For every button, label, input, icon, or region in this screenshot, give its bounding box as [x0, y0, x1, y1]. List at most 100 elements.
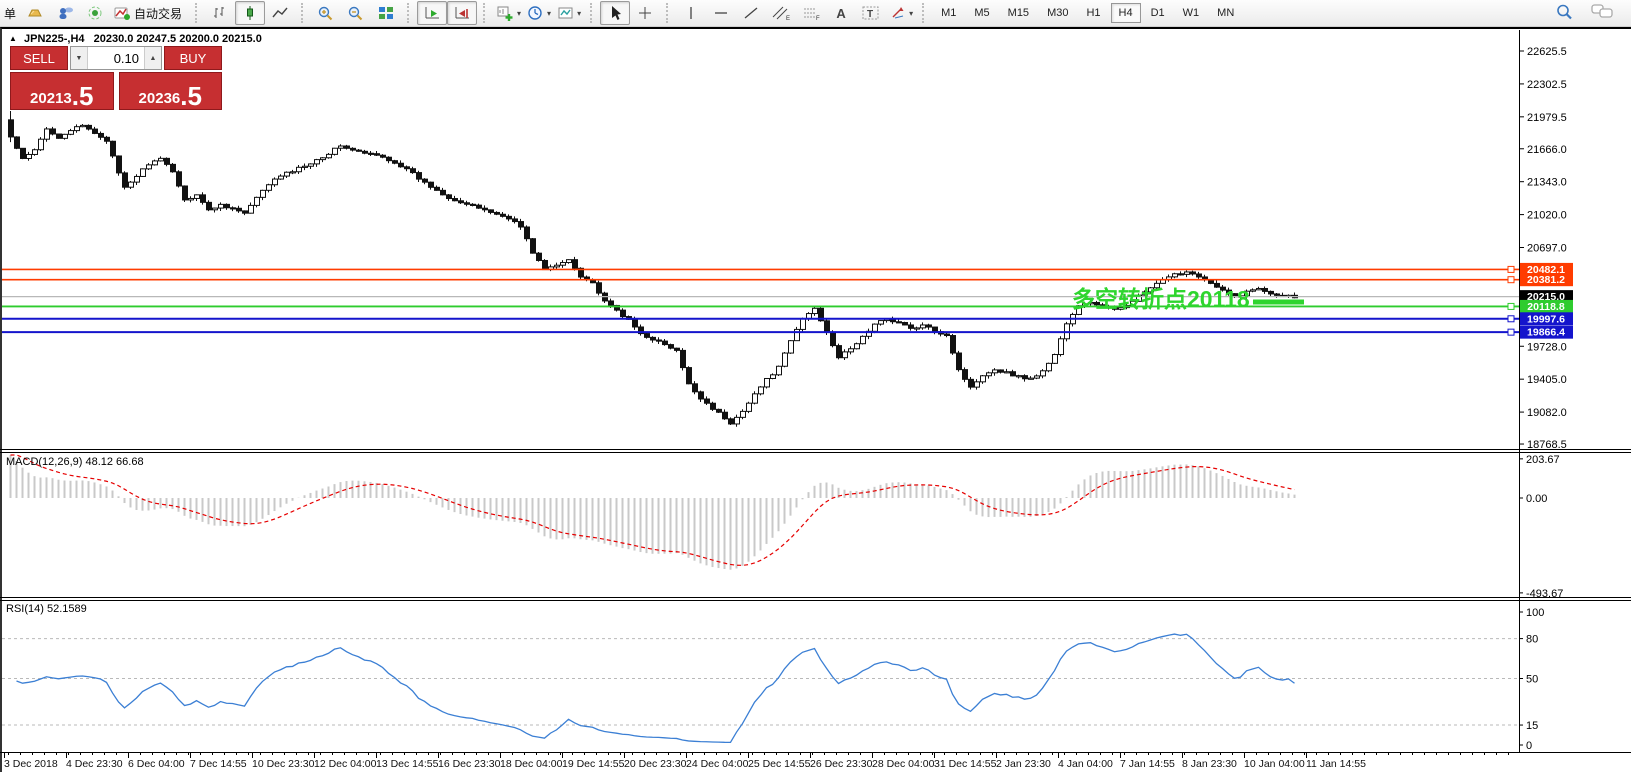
sell-price-int: 20213 [30, 90, 72, 107]
autotrade-label: 自动交易 [134, 6, 183, 21]
svg-text:19405.0: 19405.0 [1527, 374, 1567, 386]
chevron-down-icon[interactable]: ▾ [547, 8, 552, 18]
timeframe-w1[interactable]: W1 [1182, 7, 1200, 19]
new-chart-button[interactable]: ▾ [493, 1, 524, 25]
chat-icon [1591, 4, 1613, 18]
timeframe-h1[interactable]: H1 [1086, 7, 1101, 19]
fibonacci-icon: F [804, 8, 820, 21]
cursor-icon [612, 6, 622, 20]
timeframe-m5[interactable]: M5 [974, 7, 990, 19]
label-tool[interactable]: T [856, 1, 886, 25]
autoscroll-button[interactable] [417, 1, 448, 25]
community-button[interactable] [50, 1, 80, 25]
svg-text:7 Jan 14:55: 7 Jan 14:55 [1120, 758, 1175, 770]
svg-text:19866.4: 19866.4 [1527, 327, 1565, 339]
svg-text:21666.0: 21666.0 [1527, 144, 1567, 156]
timeframe-m15[interactable]: M15 [1007, 7, 1030, 19]
timeframe-d1[interactable]: D1 [1150, 7, 1165, 19]
gold-icon [28, 9, 42, 17]
vertical-line-tool[interactable] [676, 1, 706, 25]
chart-shift-icon [455, 7, 470, 19]
gold-button[interactable] [20, 1, 50, 25]
chart-title: ▲ JPN225-,H4 20230.0 20247.5 20200.0 202… [9, 33, 262, 45]
buy-button[interactable]: BUY [164, 46, 222, 70]
svg-text:22625.5: 22625.5 [1527, 46, 1567, 58]
svg-text:7 Dec 14:55: 7 Dec 14:55 [190, 758, 247, 770]
cursor-button[interactable] [600, 1, 631, 25]
toolbar-grip [590, 3, 594, 23]
period-button[interactable]: ▾ [524, 1, 554, 25]
toolbar-grip [195, 3, 199, 23]
chevron-down-icon[interactable]: ▾ [517, 8, 522, 18]
svg-text:10 Dec 23:30: 10 Dec 23:30 [252, 758, 315, 770]
zoom-in-button[interactable] [311, 1, 341, 25]
zoom-in-icon [318, 6, 333, 21]
shapes-tool[interactable]: ▾ [886, 1, 916, 25]
svg-text:0: 0 [1526, 740, 1532, 752]
search-icon [1557, 4, 1572, 20]
svg-text:0.00: 0.00 [1526, 493, 1547, 505]
shapes-icon [892, 7, 904, 19]
chart-shift-button[interactable] [447, 1, 478, 25]
svg-text:21020.0: 21020.0 [1527, 210, 1567, 222]
channel-tool[interactable]: E [766, 1, 796, 25]
timeframe-mn[interactable]: MN [1217, 7, 1235, 19]
order-partial-label[interactable]: 单 [4, 6, 17, 21]
trendline-tool[interactable] [736, 1, 766, 25]
svg-text:12 Dec 04:00: 12 Dec 04:00 [314, 758, 377, 770]
svg-text:24 Dec 04:00: 24 Dec 04:00 [686, 758, 749, 770]
main-toolbar: 单 自动交易 ▾ ▾ ▾ E F A T ▾ M1 M5 M15 M30 H1 … [0, 0, 1631, 27]
template-button[interactable]: ▾ [554, 1, 584, 25]
fibonacci-tool[interactable]: F [796, 1, 826, 25]
hline-icon [715, 12, 728, 14]
candlestick-chart-button[interactable] [235, 1, 266, 25]
timeframe-m30[interactable]: M30 [1047, 7, 1069, 19]
tile-windows-icon [379, 7, 394, 19]
line-chart-button[interactable] [265, 1, 295, 25]
svg-text:31 Dec 14:55: 31 Dec 14:55 [934, 758, 997, 770]
zoom-out-button[interactable] [341, 1, 371, 25]
volume-stepper: ▼ ▲ [70, 46, 162, 70]
svg-text:80: 80 [1526, 634, 1538, 646]
signals-button[interactable] [80, 1, 110, 25]
volume-input[interactable] [88, 47, 144, 69]
chevron-down-icon[interactable]: ▾ [577, 8, 582, 18]
svg-text:10 Jan 04:00: 10 Jan 04:00 [1244, 758, 1305, 770]
chart-ohlc: 20230.0 20247.5 20200.0 20215.0 [93, 33, 262, 45]
sell-price-box[interactable]: 20213.5 [10, 72, 114, 110]
chat-button[interactable] [1591, 3, 1615, 26]
collapse-panel-arrow[interactable]: ▲ [9, 34, 17, 43]
svg-text:18768.5: 18768.5 [1527, 439, 1567, 451]
crosshair-button[interactable] [630, 1, 660, 25]
candlestick-icon [247, 6, 254, 20]
volume-increase-button[interactable]: ▲ [144, 47, 161, 69]
svg-text:20118.8: 20118.8 [1527, 301, 1565, 313]
svg-text:4 Dec 23:30: 4 Dec 23:30 [66, 758, 123, 770]
pivot-annotation[interactable]: 多空转折点20118 [1072, 286, 1250, 312]
svg-text:21979.5: 21979.5 [1527, 112, 1567, 124]
signal-icon [88, 6, 102, 20]
chart-symbol: JPN225-,H4 [23, 33, 85, 45]
timeframe-m1[interactable]: M1 [941, 7, 957, 19]
text-tool[interactable]: A [826, 1, 856, 25]
horizontal-line-tool[interactable] [706, 1, 736, 25]
chevron-down-icon[interactable]: ▾ [909, 8, 914, 18]
svg-text:20482.1: 20482.1 [1527, 264, 1565, 276]
timeframe-h4[interactable]: H4 [1110, 3, 1141, 23]
svg-text:28 Dec 04:00: 28 Dec 04:00 [872, 758, 935, 770]
svg-text:15: 15 [1526, 720, 1538, 732]
svg-text:26 Dec 23:30: 26 Dec 23:30 [810, 758, 873, 770]
tile-windows-button[interactable] [371, 1, 401, 25]
autotrade-button[interactable]: 自动交易 [110, 1, 189, 25]
bar-chart-button[interactable] [205, 1, 235, 25]
label-icon: T [862, 6, 879, 20]
svg-text:4 Jan 04:00: 4 Jan 04:00 [1058, 758, 1113, 770]
chart-window [0, 27, 1631, 772]
buy-price-box[interactable]: 20236.5 [118, 72, 222, 110]
volume-decrease-button[interactable]: ▼ [71, 47, 88, 69]
autotrade-icon [114, 7, 131, 20]
crosshair-icon [639, 7, 652, 19]
sell-button[interactable]: SELL [10, 46, 68, 70]
search-button[interactable] [1555, 3, 1575, 26]
